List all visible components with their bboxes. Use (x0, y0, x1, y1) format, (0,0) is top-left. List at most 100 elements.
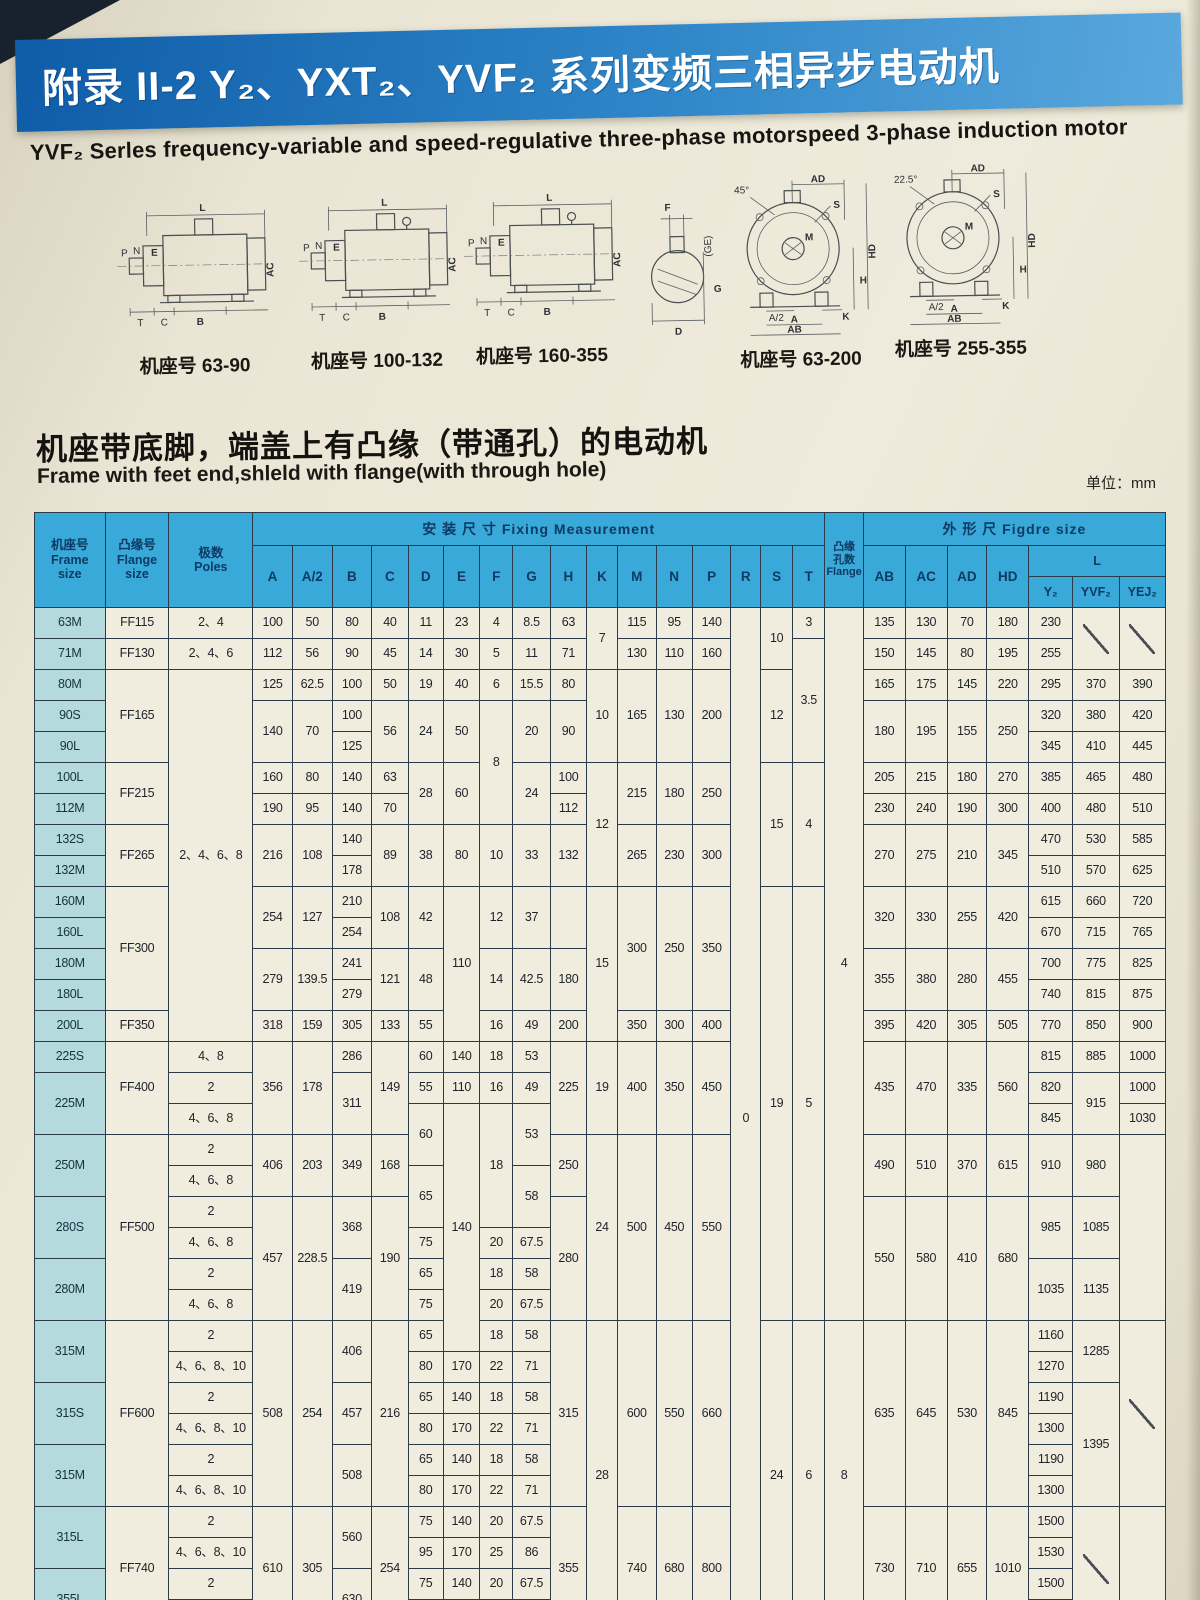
spec-cell: 80 (442, 824, 481, 887)
spec-cell: 420 (1118, 700, 1166, 732)
spec-cell: 380 (1072, 700, 1120, 732)
spec-cell: 130 (904, 607, 948, 639)
unit-label: 单位：mm (1086, 475, 1156, 492)
spec-cell: 170 (442, 1475, 481, 1507)
spec-cell: 1300 (1028, 1413, 1074, 1445)
spec-cell: 60 (407, 1041, 444, 1073)
spec-cell: 80 (331, 607, 373, 639)
spec-cell: 1500 (1028, 1568, 1074, 1600)
spec-cell: 15.5 (512, 669, 551, 701)
spec-cell: 4 (479, 607, 514, 639)
spec-cell: 275 (904, 824, 948, 887)
spec-cell: 2 (168, 1072, 254, 1104)
spec-cell: 80 (407, 1475, 444, 1507)
spec-cell: 1190 (1028, 1382, 1074, 1414)
spec-cell: 765 (1118, 917, 1166, 949)
header-series: Y₂ (1028, 576, 1074, 608)
spec-table-header: 机座号 Frame size 凸缘号 Flange size 极数 Poles 安 装… (34, 512, 1167, 608)
spec-cell: 2 (168, 1382, 254, 1414)
svg-text:L: L (199, 203, 205, 214)
spec-cell: 280 (946, 948, 988, 1011)
spec-cell: 580 (904, 1196, 948, 1321)
spec-cell: 40 (442, 669, 481, 701)
spec-cell: 815 (1072, 979, 1120, 1011)
spec-cell: 20 (479, 1227, 514, 1259)
spec-cell: 4、6、8、10 (168, 1475, 254, 1507)
spec-cell: 170 (442, 1413, 481, 1445)
spec-cell: 215 (616, 762, 657, 825)
spec-cell: 875 (1118, 979, 1166, 1011)
spec-cell: 86 (512, 1537, 551, 1569)
svg-text:C: C (343, 312, 350, 323)
spec-cell: 80 (946, 638, 988, 670)
figure-shaft-end-view: F (GE) G D (636, 194, 727, 346)
spec-cell: 18 (479, 1041, 514, 1073)
spec-cell: 49 (512, 1010, 551, 1042)
spec-cell: 100 (331, 669, 373, 701)
header-dim-E: E (442, 545, 481, 608)
spec-cell: FF215 (104, 762, 170, 825)
header-dim-K: K (586, 545, 618, 608)
spec-cell: 10 (479, 824, 514, 887)
spec-cell: 435 (862, 1041, 906, 1135)
frame-size-cell: 315M (34, 1444, 106, 1507)
header-dim-L: L (1028, 545, 1166, 577)
header-flange-size: 凸缘号 Flange size (104, 512, 170, 608)
slash-cell (1072, 1506, 1120, 1600)
spec-cell: 140 (442, 1506, 481, 1538)
spec-cell: 70 (371, 793, 409, 825)
svg-text:S: S (833, 200, 840, 211)
spec-cell: 228.5 (291, 1196, 333, 1321)
svg-text:E: E (333, 243, 340, 254)
spec-cell: 915 (1072, 1072, 1120, 1135)
spec-cell: 100 (549, 762, 588, 794)
spec-cell: 110 (442, 1072, 481, 1104)
svg-text:A: A (951, 304, 958, 315)
spec-cell: 75 (407, 1227, 444, 1259)
header-frame-size: 机座号 Frame size (34, 512, 106, 608)
spec-cell: 127 (291, 886, 333, 949)
frame-size-cell: 225M (34, 1072, 106, 1135)
spec-cell: 67.5 (512, 1506, 551, 1538)
spec-cell: 885 (1072, 1041, 1120, 1073)
svg-text:D: D (675, 327, 682, 338)
spec-cell: 2 (168, 1444, 254, 1476)
spec-cell: 216 (252, 824, 293, 887)
spec-cell: 254 (371, 1506, 409, 1600)
svg-text:E: E (151, 248, 158, 259)
spec-cell: FF115 (104, 607, 170, 639)
spec-cell: 980 (1072, 1134, 1120, 1197)
slash-cell (1118, 607, 1166, 670)
svg-text:M: M (965, 221, 974, 232)
spec-cell (1118, 1134, 1166, 1321)
spec-cell: 254 (291, 1320, 333, 1507)
spec-cell: 175 (904, 669, 948, 701)
spec-cell: 50 (371, 669, 409, 701)
spec-cell: 58 (512, 1444, 551, 1476)
spec-cell: 58 (512, 1382, 551, 1414)
svg-text:22.5°: 22.5° (894, 174, 918, 185)
shaft-end-drawing: F (GE) G D (636, 194, 727, 346)
spec-cell: 180 (946, 762, 988, 794)
svg-text:P: P (468, 238, 475, 249)
spec-cell: 20 (479, 1506, 514, 1538)
spec-cell: 985 (1028, 1196, 1074, 1259)
spec-cell: 286 (331, 1041, 373, 1073)
spec-cell: 15 (760, 762, 794, 887)
spec-cell: 600 (616, 1320, 657, 1507)
spec-cell: 318 (252, 1010, 293, 1042)
spec-cell: 457 (331, 1382, 373, 1445)
spec-cell: 80 (291, 762, 333, 794)
spec-cell: 178 (331, 855, 373, 887)
spec-cell: 254 (331, 917, 373, 949)
frame-size-cell: 180L (34, 979, 106, 1011)
spec-cell: 110 (655, 638, 693, 670)
spec-cell: 95 (291, 793, 333, 825)
spec-cell: 49 (512, 1072, 551, 1104)
header-dim-C: C (371, 545, 409, 608)
spec-cell: 24 (760, 1320, 794, 1600)
spec-cell: 180 (655, 762, 693, 825)
svg-text:AC: AC (265, 262, 276, 277)
